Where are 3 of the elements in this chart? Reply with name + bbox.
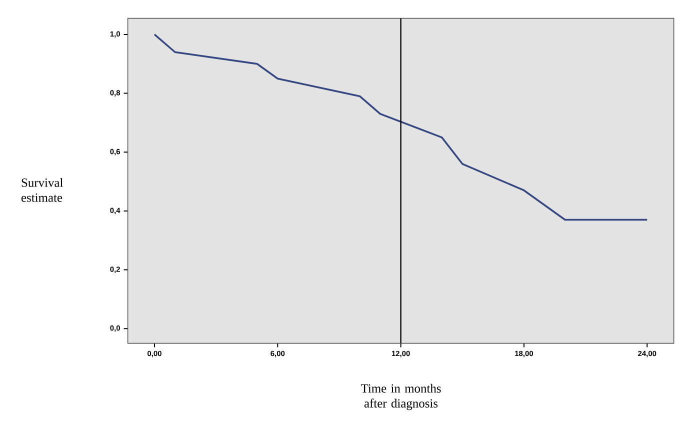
line-series (154, 34, 648, 221)
y-axis-title: Survival estimate (21, 178, 63, 202)
x-axis-title: Time in months after diagnosis (360, 384, 441, 410)
